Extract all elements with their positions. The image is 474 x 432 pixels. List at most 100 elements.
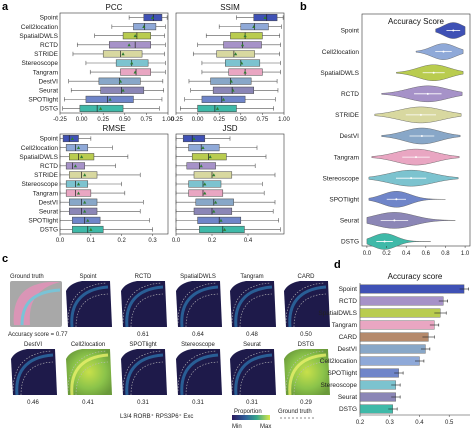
- map-title-row2-5: DSTG: [298, 342, 315, 348]
- mean-marker: [240, 43, 245, 47]
- x-tick-label: 0.75: [141, 117, 153, 123]
- map-score-row2-4: 0.31: [246, 400, 258, 406]
- ground-truth-band: [13, 282, 60, 325]
- map-title-row2-3: Stereoscope: [181, 342, 215, 348]
- map-score-row2-3: 0.31: [192, 400, 204, 406]
- x-tick-label: 0.0: [172, 238, 181, 244]
- panel-letter-d: d: [334, 259, 341, 271]
- celltype-label: L3/4 RORB⁺ RPS3P6⁺ Exc: [120, 413, 193, 420]
- violin-median: [442, 50, 445, 53]
- category-label: RCTD: [40, 163, 58, 170]
- box-spatialdwls: [191, 153, 227, 161]
- category-label: Seurat: [338, 394, 357, 401]
- plot-frame: [175, 12, 285, 114]
- bar-card: [359, 332, 429, 342]
- violin-seurat: [366, 212, 456, 229]
- x-tick-label: 1.00: [162, 117, 174, 123]
- box-cell2location: [65, 144, 89, 152]
- mean-marker: [118, 79, 123, 83]
- plot-frame: [59, 12, 169, 114]
- category-label: SpatialDWLS: [19, 154, 58, 161]
- violin-median: [395, 198, 398, 201]
- x-tick-label: 0.4: [415, 420, 424, 426]
- legend-proportion-label: Proportion: [234, 409, 262, 415]
- mean-marker: [142, 25, 146, 29]
- spatial-map-spoint: [66, 281, 112, 328]
- rmse-boxplot: RMSE Spoint Cell2location SpatialDWLS RCTD ST…: [19, 124, 169, 244]
- spatial-map-spatialdwls: [176, 281, 222, 328]
- category-label: RCTD: [339, 298, 357, 305]
- map-title-row1-4: CARD: [297, 274, 315, 280]
- category-label: DestVI: [339, 133, 359, 140]
- box-seurat: [193, 207, 233, 215]
- legend-max-label: Max: [260, 424, 271, 430]
- box-rctd: [108, 41, 151, 49]
- mean-marker: [76, 182, 81, 186]
- category-label: STRIDE: [34, 172, 59, 179]
- mean-marker: [127, 43, 131, 47]
- violin-median: [393, 219, 396, 222]
- spatial-map-destvi: [11, 349, 57, 396]
- x-tick-label: 0.5: [445, 420, 454, 426]
- legend-min-label: Min: [232, 424, 242, 430]
- violin-median: [410, 177, 413, 180]
- x-tick-label: 0.25: [213, 117, 225, 123]
- category-label: SpatialDWLS: [19, 33, 58, 40]
- bar-spatialdwls: [359, 308, 441, 318]
- spatial-map-card: [284, 281, 330, 328]
- x-tick-label: 0.00: [192, 117, 204, 123]
- map-title-row2-0: DestVI: [24, 342, 42, 348]
- category-label: Cell2location: [322, 49, 360, 56]
- accuracy-violin-plot: Accuracy Score Spoint Cell2location Spatial…: [320, 13, 471, 257]
- map-score-row1-4: 0.50: [300, 332, 312, 338]
- box-stride: [193, 171, 233, 179]
- signal-band: [125, 285, 164, 328]
- map-score-row2-0: 0.46: [27, 400, 39, 406]
- violin-dstg: [366, 233, 431, 250]
- accuracy-score-label: Accuracy score = 0.77: [8, 332, 68, 338]
- ground-truth-outline: [130, 361, 164, 396]
- chart-title: Accuracy score: [388, 272, 443, 281]
- tissue: [121, 281, 167, 327]
- mean-marker: [83, 209, 87, 213]
- mean-marker: [133, 70, 137, 74]
- x-tick-label: 0.0: [56, 238, 65, 244]
- bar-seurat: [359, 392, 396, 402]
- spatial-maps: Ground truth Accuracy score = 0.77 Spoin…: [8, 274, 330, 430]
- category-label: DSTG: [341, 239, 359, 246]
- category-label: DSTG: [339, 406, 357, 413]
- category-label: STRIDE: [335, 112, 360, 119]
- map-title-row1-0: Spoint: [79, 274, 96, 280]
- ground-truth-outline: [293, 293, 327, 328]
- violin-spotlight: [368, 191, 446, 208]
- ground-truth-outline: [122, 282, 162, 324]
- category-label: DSTG: [40, 227, 58, 234]
- mean-marker: [212, 209, 216, 213]
- x-tick-label: 0.50: [119, 117, 131, 123]
- category-label: SpatialDWLS: [320, 70, 359, 77]
- mean-marker: [121, 88, 125, 92]
- violin-median: [419, 113, 422, 116]
- spatial-map-seurat: [230, 349, 276, 396]
- category-label: RCTD: [40, 42, 58, 49]
- spatial-map-tangram: [230, 281, 276, 328]
- category-label: Stereoscope: [323, 175, 360, 182]
- category-label: Stereoscope: [22, 60, 59, 67]
- category-label: RCTD: [341, 91, 359, 98]
- mean-marker: [201, 146, 205, 150]
- legend-proportion-gradient: [232, 415, 270, 420]
- bar-stereoscope: [359, 380, 396, 390]
- ground-truth-outline: [231, 350, 271, 392]
- map-score-row2-1: 0.41: [82, 400, 94, 406]
- category-label: SPOTlight: [28, 218, 58, 225]
- ground-truth-outline: [185, 293, 219, 328]
- signal-band: [70, 285, 109, 328]
- category-label: Tangram: [33, 190, 58, 197]
- box-spatialdwls: [230, 32, 263, 40]
- signal-band: [15, 353, 54, 396]
- category-label: Tangram: [334, 154, 359, 161]
- x-tick-label: 0.4: [402, 251, 411, 257]
- box-stride: [69, 171, 98, 179]
- category-label: Seurat: [39, 208, 58, 215]
- category-label: DestVI: [38, 199, 58, 206]
